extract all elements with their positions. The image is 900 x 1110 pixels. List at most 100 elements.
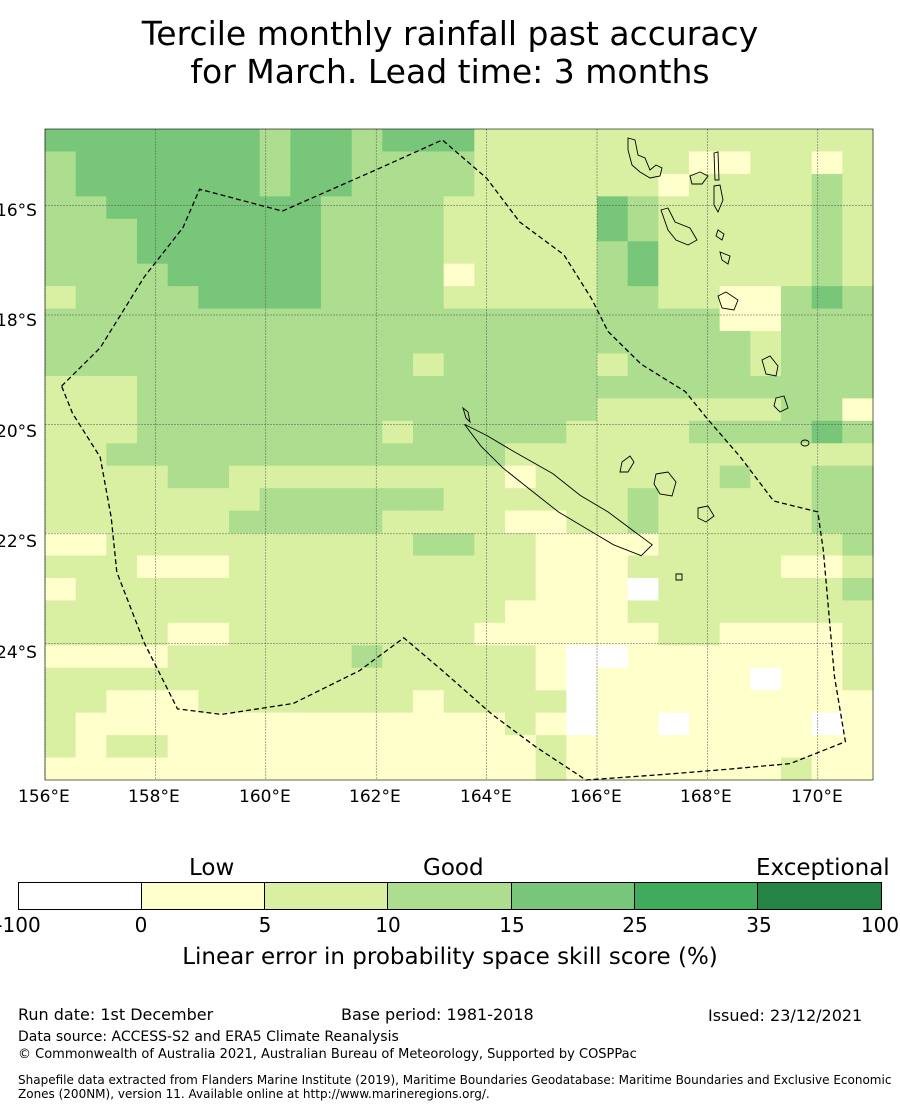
- colorbar-label: Linear error in probability space skill …: [182, 944, 718, 970]
- grid-cell: [627, 241, 659, 265]
- grid-cell: [198, 735, 230, 759]
- grid-cell: [689, 488, 721, 512]
- grid-cell: [45, 757, 77, 781]
- grid-cell: [474, 488, 506, 512]
- grid-cell: [259, 465, 291, 489]
- grid-cell: [750, 757, 782, 781]
- grid-cell: [75, 757, 107, 781]
- island-outline: [462, 406, 471, 424]
- grid-cell: [566, 600, 598, 624]
- grid-cell: [689, 398, 721, 422]
- grid-cell: [781, 241, 813, 265]
- grid-cell: [167, 196, 199, 220]
- grid-cell: [290, 533, 322, 557]
- grid-cell: [259, 735, 291, 759]
- grid-cell: [719, 375, 751, 399]
- grid-cell: [75, 712, 107, 736]
- grid-cell: [413, 196, 445, 220]
- grid-cell: [658, 690, 690, 714]
- grid-cell: [566, 465, 598, 489]
- grid-cell: [658, 577, 690, 602]
- rainfall-accuracy-map: [44, 128, 874, 781]
- island-outline: [800, 439, 810, 447]
- grid-cell: [689, 667, 721, 691]
- grid-cell: [75, 151, 107, 175]
- grid-cell: [351, 173, 383, 197]
- grid-cell: [413, 690, 445, 714]
- grid-cell: [750, 667, 782, 691]
- grid-cell: [811, 667, 843, 691]
- grid-cell: [750, 690, 782, 714]
- grid-cell: [75, 375, 107, 399]
- grid-cell: [167, 420, 199, 444]
- run-date: Run date: 1st December: [18, 1005, 214, 1024]
- grid-cell: [566, 129, 598, 153]
- grid-cell: [259, 712, 291, 736]
- grid-cell: [719, 510, 751, 534]
- islands: [464, 423, 653, 557]
- grid-cell: [321, 196, 353, 220]
- grid-cell: [351, 308, 383, 332]
- colorbar-tick: -100: [0, 913, 41, 937]
- grid-cell: [75, 308, 107, 332]
- grid-cell: [229, 577, 261, 602]
- grid-cell: [198, 375, 230, 399]
- grid-cell: [351, 263, 383, 287]
- grid-cell: [229, 129, 261, 153]
- grid-cell: [597, 375, 629, 399]
- grid-cell: [627, 690, 659, 714]
- grid-cell: [290, 690, 322, 714]
- grid-cell: [689, 241, 721, 265]
- grid-cell: [597, 173, 629, 197]
- grid-cell: [627, 331, 659, 355]
- grid-cell: [351, 129, 383, 153]
- grid-cell: [45, 533, 77, 557]
- grid-cell: [750, 577, 782, 602]
- grid-cell: [106, 667, 138, 691]
- colorbar-segment: [388, 883, 512, 909]
- grid-cell: [321, 510, 353, 534]
- grid-cell: [106, 690, 138, 714]
- grid-cell: [842, 420, 874, 444]
- grid-cell: [842, 375, 874, 399]
- grid-cell: [321, 600, 353, 624]
- grid-cell: [382, 465, 414, 489]
- grid-cell: [658, 622, 690, 646]
- grid-cell: [658, 735, 690, 759]
- grid-cell: [106, 286, 138, 310]
- grid-cell: [137, 398, 169, 422]
- grid-cell: [719, 241, 751, 265]
- grid-cell: [229, 488, 261, 512]
- grid-cell: [321, 398, 353, 422]
- grid-cell: [566, 375, 598, 399]
- grid-cell: [689, 218, 721, 242]
- grid-cell: [137, 443, 169, 467]
- grid-cell: [658, 129, 690, 153]
- grid-cell: [750, 375, 782, 399]
- grid-cell: [351, 420, 383, 444]
- grid-cell: [658, 331, 690, 355]
- grid-cell: [474, 645, 506, 669]
- grid-cell: [198, 645, 230, 669]
- grid-cell: [198, 443, 230, 467]
- grid-cell: [566, 735, 598, 759]
- grid-cell: [75, 577, 107, 602]
- grid-cell: [321, 533, 353, 557]
- grid-cell: [627, 667, 659, 691]
- grid-cell: [535, 308, 567, 332]
- grid-cell: [229, 308, 261, 332]
- grid-cell: [198, 577, 230, 602]
- grid-cell: [290, 263, 322, 287]
- grid-cell: [198, 218, 230, 242]
- grid-cell: [167, 151, 199, 175]
- grid-cell: [719, 263, 751, 287]
- grid-cell: [443, 241, 475, 265]
- grid-cell: [750, 263, 782, 287]
- grid-cell: [505, 645, 537, 669]
- grid-cell: [137, 129, 169, 153]
- grid-cell: [382, 263, 414, 287]
- grid-cell: [505, 533, 537, 557]
- grid-cell: [566, 218, 598, 242]
- grid-cell: [719, 645, 751, 669]
- grid-cell: [535, 757, 567, 781]
